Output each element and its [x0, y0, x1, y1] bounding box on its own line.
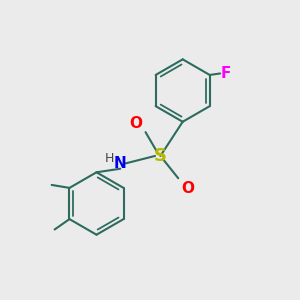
Text: O: O: [129, 116, 142, 131]
Text: F: F: [221, 66, 231, 81]
Text: O: O: [181, 181, 194, 196]
Text: N: N: [114, 156, 127, 171]
Text: S: S: [154, 147, 167, 165]
Text: H: H: [104, 152, 114, 164]
